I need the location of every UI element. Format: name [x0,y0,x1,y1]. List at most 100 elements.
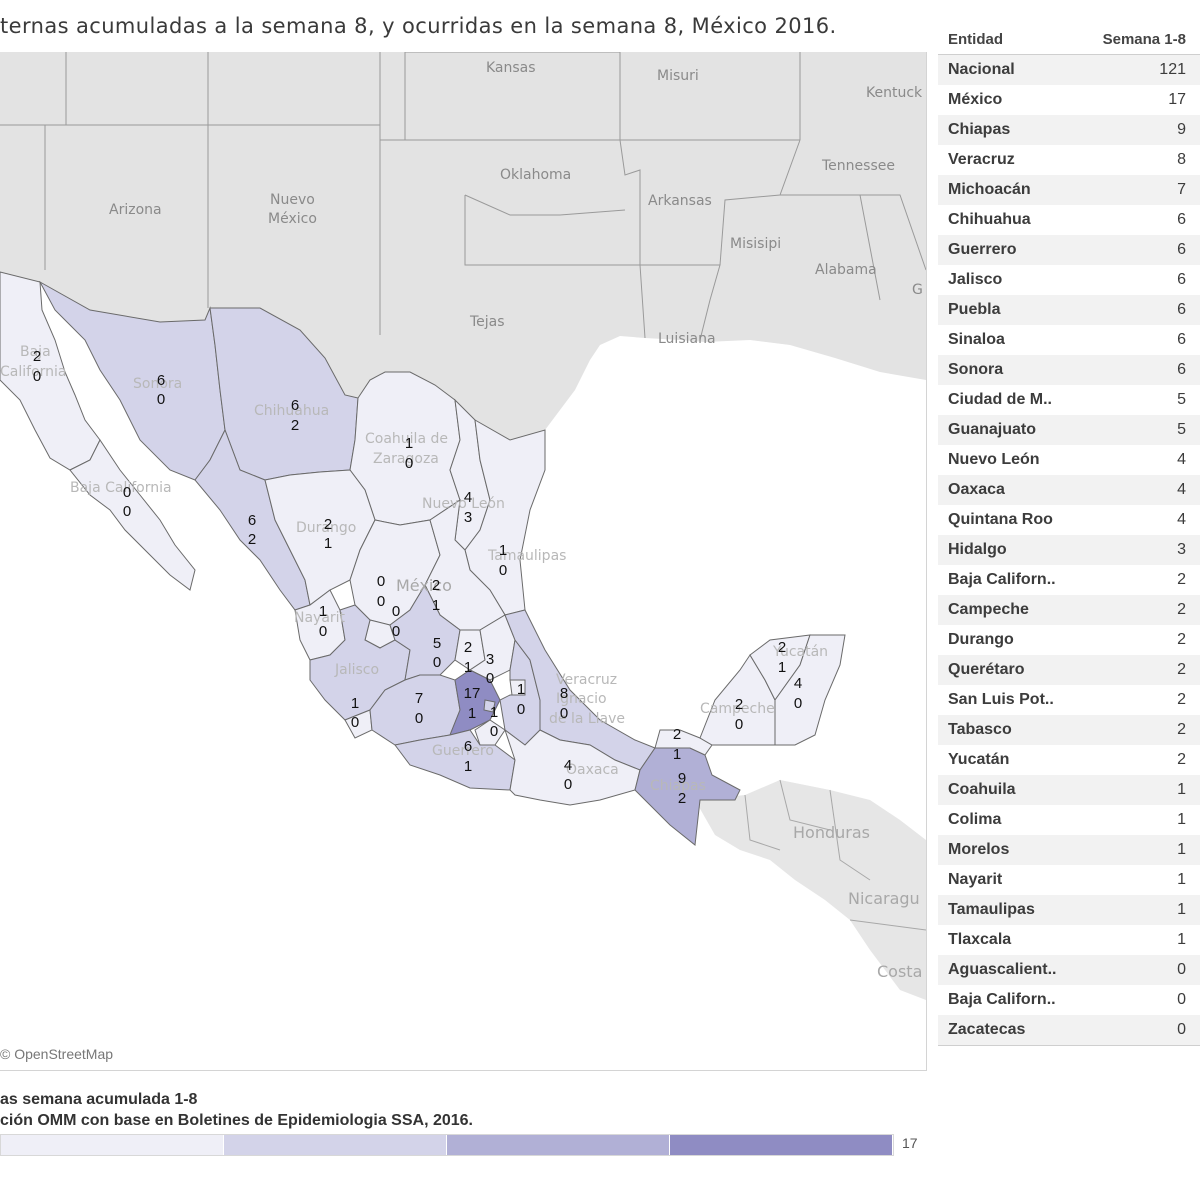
table-row[interactable]: Nayarit 1 [938,865,1200,895]
value-sem-nayarit: 0 [319,623,327,640]
table-cell-entidad: Jalisco [948,271,1003,288]
label-honduras: Honduras [793,823,870,842]
value-acum-guanajuato: 5 [433,635,441,652]
table-row[interactable]: Querétaro 2 [938,655,1200,685]
value-sem-tabasco: 1 [673,746,681,763]
table-row[interactable]: Jalisco 6 [938,265,1200,295]
table-row[interactable]: Guanajuato 5 [938,415,1200,445]
column-header-semana[interactable]: Semana 1-8 [1102,30,1186,48]
table-cell-entidad: Chiapas [948,121,1011,138]
table-row[interactable]: Tamaulipas 1 [938,895,1200,925]
table-cell-semana: 2 [1177,751,1186,768]
table-row[interactable]: Colima 1 [938,805,1200,835]
table-cell-semana: 6 [1177,211,1186,228]
table-row[interactable]: Quintana Roo 4 [938,505,1200,535]
table-row[interactable]: Chiapas 9 [938,115,1200,145]
label-nuevo-leon: Nuevo León [422,496,505,512]
table-row[interactable]: Hidalgo 3 [938,535,1200,565]
table-cell-semana: 6 [1177,241,1186,258]
table-row[interactable]: Sonora 6 [938,355,1200,385]
value-acum-guerrero: 6 [464,738,472,755]
table-cell-semana: 2 [1177,631,1186,648]
table-row[interactable]: Morelos 1 [938,835,1200,865]
table-cell-entidad: Baja Californ.. [948,991,1056,1008]
table-row[interactable]: Chihuahua 6 [938,205,1200,235]
table-row[interactable]: Puebla 6 [938,295,1200,325]
table-cell-entidad: Guerrero [948,241,1017,258]
table-cell-semana: 2 [1177,691,1186,708]
table-cell-semana: 4 [1177,481,1186,498]
legend-title: as semana acumulada 1-8 [0,1091,198,1108]
table-cell-semana: 7 [1177,181,1186,198]
table-cell-semana: 2 [1177,661,1186,678]
map-panel[interactable]: Kansas Misuri Kentuck Oklahoma Tennessee… [0,52,927,1071]
table-cell-semana: 4 [1177,451,1186,468]
value-sem-edomex: 1 [468,705,476,722]
state-quintana-roo[interactable] [774,634,846,746]
value-sem-guanajuato: 0 [433,654,441,671]
value-acum-nuevo-leon: 4 [464,489,472,506]
value-acum-tamaulipas: 1 [499,542,507,559]
state-baja-california-sur[interactable] [69,439,196,591]
table-row[interactable]: Aguascalient.. 0 [938,955,1200,985]
mexico-states[interactable] [0,271,846,846]
table-row[interactable]: Ciudad de M.. 5 [938,385,1200,415]
table-cell-entidad: Michoacán [948,181,1031,198]
data-table: Entidad Semana 1-8 Nacional 121 México 17 Ch… [938,24,1200,1046]
map-attribution[interactable]: © OpenStreetMap [0,1046,114,1062]
table-row[interactable]: Baja Californ.. 0 [938,985,1200,1015]
table-row[interactable]: Veracruz 8 [938,145,1200,175]
table-cell-semana: 0 [1177,1021,1186,1038]
table-cell-semana: 1 [1177,781,1186,798]
value-acum-queretaro: 2 [464,639,472,656]
label-oaxaca: Oaxaca [566,762,619,778]
table-cell-entidad: Guanajuato [948,421,1037,438]
value-acum-bcs: 0 [123,484,131,501]
table-row[interactable]: Tabasco 2 [938,715,1200,745]
table-row[interactable]: Nacional 121 [938,55,1200,85]
value-sem-tlaxcala: 0 [517,701,525,718]
table-row[interactable]: Yucatán 2 [938,745,1200,775]
state-cdmx[interactable] [483,699,496,713]
label-veracruz-2: Ignacio [556,691,607,707]
table-row[interactable]: México 17 [938,85,1200,115]
value-sem-nuevo-leon: 3 [464,509,472,526]
value-sem-queretaro: 1 [464,659,472,676]
value-acum-hidalgo: 3 [486,651,494,668]
choropleth-map[interactable]: Kansas Misuri Kentuck Oklahoma Tennessee… [0,52,926,1070]
table-row[interactable]: Coahuila 1 [938,775,1200,805]
table-row[interactable]: Guerrero 6 [938,235,1200,265]
table-row[interactable]: Sinaloa 6 [938,325,1200,355]
state-guerrero[interactable] [394,729,516,791]
label-yucatan: Yucatán [772,644,828,660]
central-america-landmass [695,780,926,1000]
value-sem-veracruz: 0 [560,705,568,722]
table-row[interactable]: Campeche 2 [938,595,1200,625]
value-acum-tlaxcala: 1 [517,681,525,698]
label-nicaragua: Nicaragu [848,889,920,908]
value-acum-sonora: 6 [157,372,165,389]
table-row[interactable]: Michoacán 7 [938,175,1200,205]
table-cell-entidad: Yucatán [948,751,1010,768]
label-tejas: Tejas [469,314,505,330]
table-row[interactable]: Nuevo León 4 [938,445,1200,475]
table-cell-entidad: Morelos [948,841,1010,858]
table-row[interactable]: Tlaxcala 1 [938,925,1200,955]
value-acum-quintana-roo: 4 [794,675,802,692]
table-row[interactable]: Baja Californ.. 2 [938,565,1200,595]
table-row[interactable]: Oaxaca 4 [938,475,1200,505]
table-row[interactable]: Durango 2 [938,625,1200,655]
basemap-labels: Kansas Misuri Kentuck Oklahoma Tennessee… [0,60,923,981]
column-header-entidad[interactable]: Entidad [948,30,1003,48]
state-morelos[interactable] [474,719,506,746]
label-nayarit: Nayarit [294,610,346,626]
value-acum-tabasco: 2 [673,726,681,743]
table-cell-semana: 6 [1177,361,1186,378]
label-chihuahua: Chihuahua [254,403,329,419]
table-cell-entidad: Colima [948,811,1002,828]
legend-max-value: 17 [902,1135,918,1151]
table-row[interactable]: San Luis Pot.. 2 [938,685,1200,715]
label-misuri: Misuri [657,68,699,84]
table-row[interactable]: Zacatecas 0 [938,1015,1200,1045]
label-coahuila-2: Zaragoza [373,451,439,467]
